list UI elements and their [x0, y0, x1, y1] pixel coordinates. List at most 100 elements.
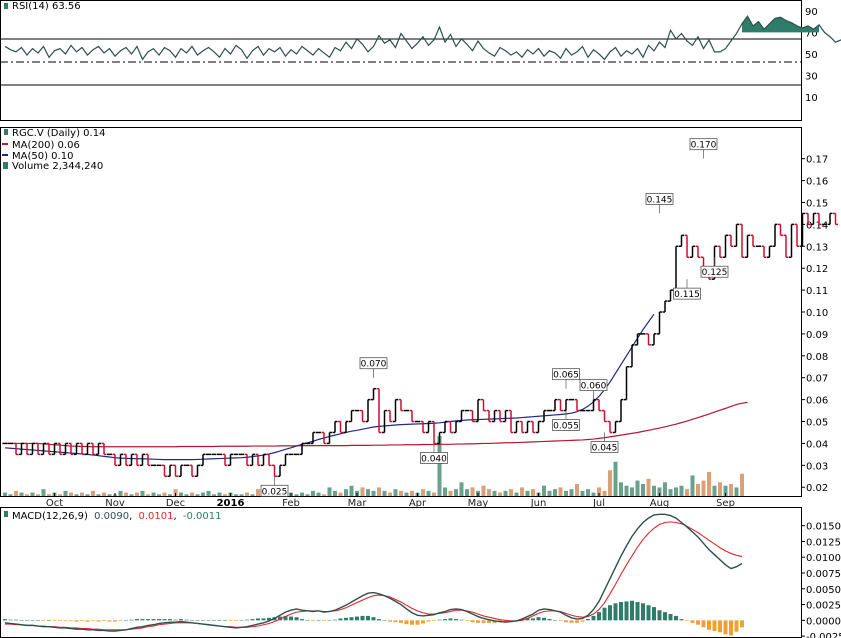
price-bar [360, 409, 365, 423]
macd-legend-sep2: , [174, 511, 177, 522]
volume-bar [8, 494, 13, 496]
x-tick-label: Jun [530, 498, 547, 509]
price-bar [195, 464, 200, 478]
volume-bar [305, 494, 310, 496]
macd-hist-bar [608, 605, 612, 621]
volume-bar [542, 485, 546, 496]
macd-hist-bar [129, 619, 134, 621]
rsi-tick-label: 70 [805, 28, 818, 39]
volume-bar [388, 492, 392, 496]
volume-bar [580, 490, 585, 496]
annotation-label: 0.115 [674, 290, 700, 300]
macd-hist-bar [289, 616, 293, 621]
volume-bar [41, 489, 46, 496]
volume-bar [63, 490, 68, 496]
volume-bar [382, 490, 387, 496]
price-bar [244, 453, 250, 467]
volume-legend-swatch [3, 162, 8, 169]
volume-bar [520, 487, 524, 496]
price-bar [459, 409, 464, 423]
price-bar [635, 333, 640, 346]
macd-hist-bar [553, 620, 557, 621]
macd-hist-bar [547, 619, 552, 621]
volume-bar [586, 489, 590, 496]
price-tick-label: 0.13 [806, 242, 828, 253]
price-bar [486, 409, 492, 423]
price-annotation: 0.045 [590, 432, 619, 453]
price-panel: 0.02 0.03 0.04 0.05 0.06 0.07 0.08 0.09 0.10 0.11… [0, 127, 838, 509]
price-bar [778, 223, 783, 237]
ma200-line [5, 401, 748, 448]
price-bar [63, 442, 68, 456]
annotation-box [420, 452, 448, 464]
price-bar [503, 409, 508, 423]
price-bar [475, 398, 481, 423]
macd-hist-bar [36, 620, 40, 621]
price-bar [420, 420, 426, 434]
macd-legend-sep1: , [129, 511, 132, 522]
macd-tick-label: 0.0075 [806, 569, 841, 580]
price-bar [684, 234, 690, 258]
macd-hist-bar [267, 617, 271, 621]
volume-bar [146, 494, 150, 496]
macd-hist-bar [729, 620, 733, 636]
volume-bar [619, 482, 623, 496]
volume-bar [190, 492, 194, 496]
volume-bar [531, 489, 535, 496]
price-bar [261, 453, 266, 467]
macd-hist-bar [657, 610, 662, 621]
price-bar [624, 366, 629, 401]
macd-hist-bar [718, 620, 722, 633]
volume-bar [36, 494, 40, 496]
macd-hist-bar [47, 620, 51, 621]
macd-hist-bar [470, 620, 475, 623]
x-tick-label: Nov [105, 498, 125, 509]
price-bar [492, 409, 497, 423]
macd-hist-bar [212, 620, 216, 621]
price-bar [739, 223, 745, 258]
price-bar [327, 431, 332, 445]
volume-bar [547, 490, 552, 496]
price-bar [668, 289, 673, 302]
macd-hist-bar [575, 620, 579, 623]
volume-bar [668, 489, 673, 496]
price-bar [145, 453, 151, 467]
volume-bar [718, 482, 722, 496]
macd-hist-bar [217, 620, 222, 621]
macd-hist-bar [3, 619, 7, 621]
macd-hist-bar [283, 615, 288, 621]
price-bar [481, 398, 486, 412]
price-tick-label: 0.10 [806, 308, 828, 319]
annotation-box [689, 138, 718, 151]
price-annotation: 0.145 [645, 193, 674, 214]
volume-bar [492, 490, 497, 496]
volume-bar [371, 490, 376, 496]
volume-bar [333, 490, 337, 496]
macd-histogram [3, 600, 744, 636]
price-bar [200, 453, 206, 467]
price-bar [19, 442, 24, 456]
price-tick-label: 0.04 [806, 439, 828, 450]
price-legend-swatch [4, 129, 8, 135]
macd-hist-bar [261, 618, 266, 621]
price-bar [57, 442, 63, 456]
volume-bar [421, 489, 425, 496]
annotation-label: 0.055 [553, 422, 579, 432]
annotation-label: 0.060 [581, 382, 607, 392]
macd-hist-bar [360, 615, 365, 621]
volume-bar [404, 492, 409, 496]
macd-hist-bar [294, 617, 299, 621]
price-annotation: 0.125 [700, 257, 729, 278]
price-bar [794, 223, 800, 248]
price-bar [745, 234, 750, 258]
macd-hist-bar [459, 619, 464, 621]
macd-hist-bar [206, 620, 211, 621]
volume-bar [448, 490, 453, 496]
price-bar [140, 453, 145, 467]
price-bar [393, 398, 398, 423]
macd-hist-bar [443, 619, 447, 621]
price-bar [129, 453, 134, 467]
price-bar [376, 387, 382, 434]
macd-hist-bar [646, 605, 651, 621]
price-bar [349, 409, 354, 423]
